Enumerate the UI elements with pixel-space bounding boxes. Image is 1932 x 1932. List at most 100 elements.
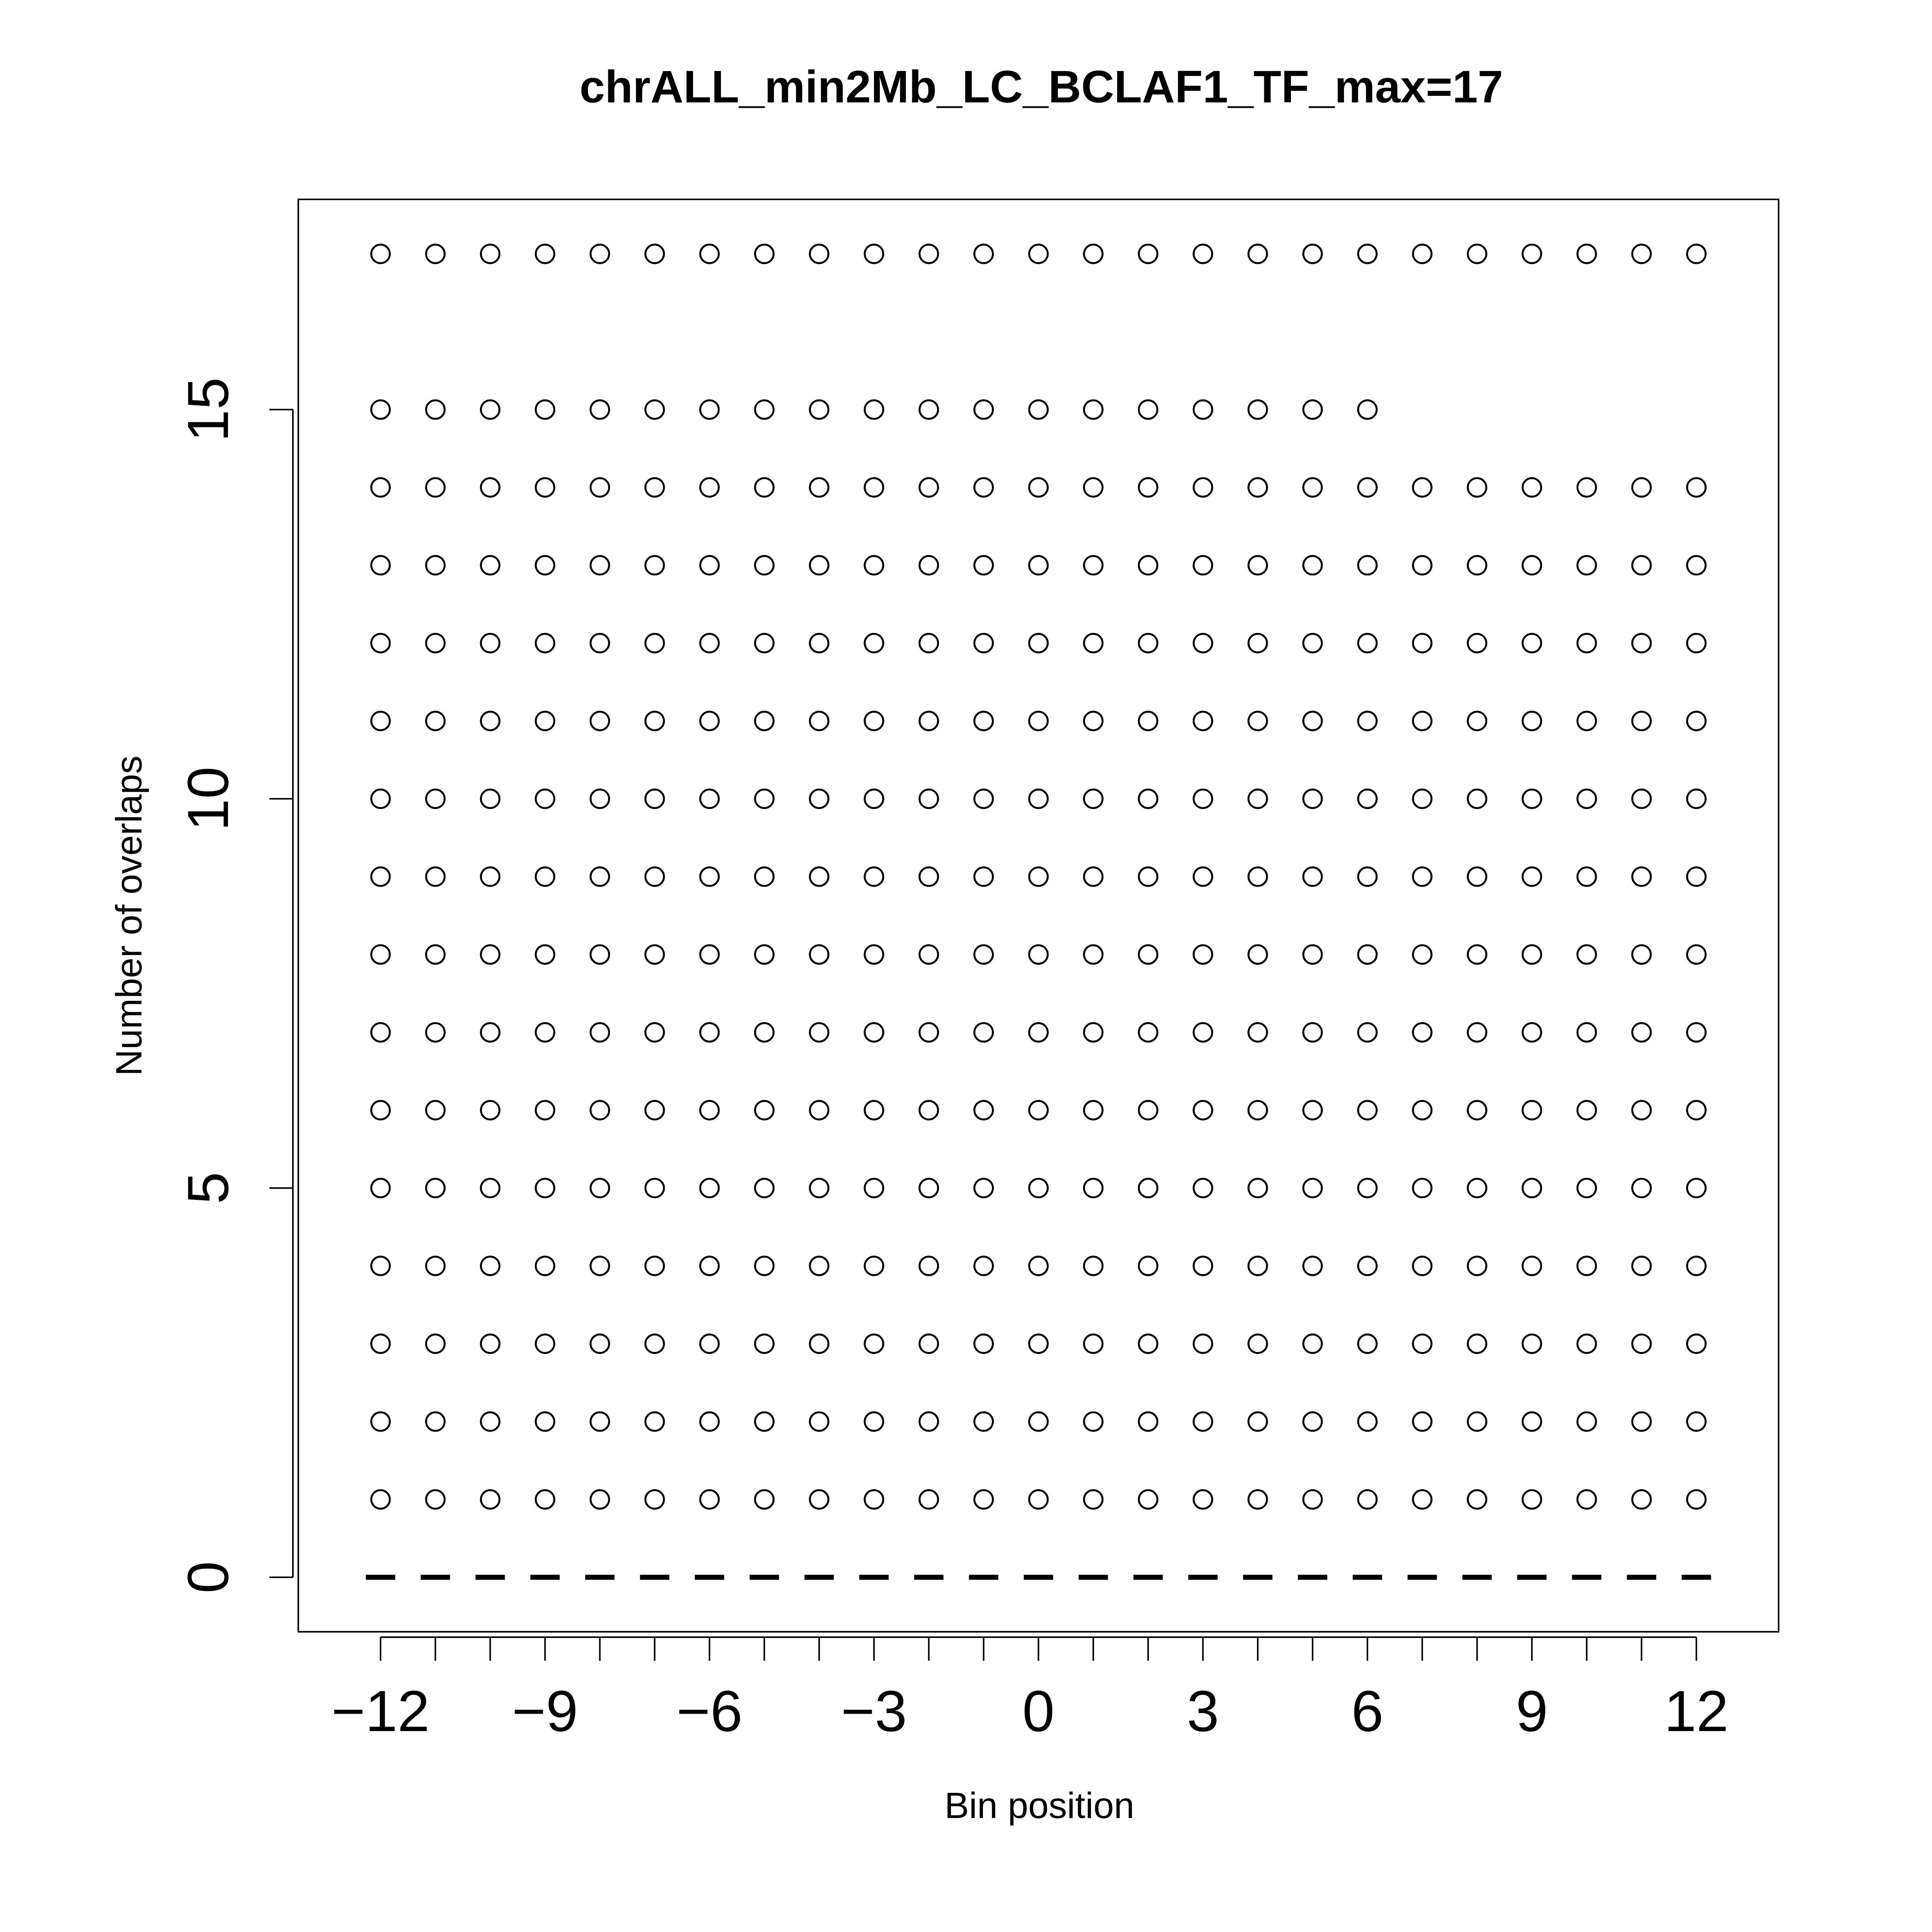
data-point	[1522, 866, 1542, 887]
data-point	[918, 555, 939, 576]
data-point	[535, 944, 555, 965]
data-point	[699, 788, 720, 809]
data-point	[535, 399, 555, 420]
data-point	[644, 555, 665, 576]
data-point	[589, 633, 610, 653]
data-point	[1686, 866, 1707, 887]
data-point	[1192, 788, 1213, 809]
data-point	[535, 243, 555, 264]
data-point	[1028, 1022, 1049, 1043]
data-point	[809, 555, 830, 576]
data-point	[480, 633, 501, 653]
data-point	[918, 1100, 939, 1121]
data-point	[1247, 944, 1268, 965]
data-point	[480, 1255, 501, 1276]
data-point	[1083, 1178, 1104, 1199]
data-point	[480, 1333, 501, 1354]
data-point	[973, 944, 994, 965]
data-point	[809, 1333, 830, 1354]
data-point	[1357, 711, 1378, 731]
data-point	[1192, 944, 1213, 965]
data-point	[918, 399, 939, 420]
data-point	[864, 1411, 884, 1432]
data-point	[1247, 1178, 1268, 1199]
data-point	[425, 243, 446, 264]
data-point	[754, 1411, 775, 1432]
data-point	[1357, 1489, 1378, 1510]
data-point	[589, 866, 610, 887]
data-point	[918, 1022, 939, 1043]
data-point	[1302, 1178, 1323, 1199]
data-point	[425, 1411, 446, 1432]
data-point	[1302, 1411, 1323, 1432]
data-point	[754, 477, 775, 498]
data-point	[1028, 243, 1049, 264]
data-point	[1192, 1489, 1213, 1510]
data-point	[809, 1489, 830, 1510]
data-point	[1247, 399, 1268, 420]
data-point	[1083, 866, 1104, 887]
data-point	[1467, 477, 1488, 498]
data-point	[1028, 1411, 1049, 1432]
data-point	[1522, 1411, 1542, 1432]
data-point	[1576, 711, 1597, 731]
data-point	[754, 633, 775, 653]
data-point	[1247, 1333, 1268, 1354]
y-tick-label: 5	[175, 1172, 240, 1204]
data-point	[535, 711, 555, 731]
data-point	[1028, 477, 1049, 498]
data-point	[1522, 1022, 1542, 1043]
x-axis: −12 −9 −6 −3 0 3 6 9 12	[332, 1636, 1729, 1743]
data-point	[1576, 1178, 1597, 1199]
data-point	[973, 1255, 994, 1276]
data-point	[1302, 633, 1323, 653]
data-point	[1412, 711, 1433, 731]
data-point	[535, 633, 555, 653]
data-point	[589, 1022, 610, 1043]
data-point	[918, 866, 939, 887]
data-point	[809, 944, 830, 965]
data-point	[973, 399, 994, 420]
data-point	[864, 477, 884, 498]
data-point	[1138, 1489, 1158, 1510]
y-tick-label: 10	[175, 767, 240, 831]
data-point	[480, 477, 501, 498]
data-point	[1576, 477, 1597, 498]
data-point	[918, 1255, 939, 1276]
data-point	[1412, 633, 1433, 653]
data-point	[1247, 1022, 1268, 1043]
y-tick-label: 15	[175, 378, 240, 442]
data-point	[1576, 1022, 1597, 1043]
data-point	[918, 711, 939, 731]
x-tick-label: −6	[677, 1679, 743, 1743]
data-point	[1192, 477, 1213, 498]
data-point	[973, 633, 994, 653]
data-point	[1247, 1255, 1268, 1276]
data-point	[1192, 1333, 1213, 1354]
data-point	[589, 788, 610, 809]
data-point	[1247, 633, 1268, 653]
data-point	[1138, 944, 1158, 965]
data-point	[973, 1100, 994, 1121]
data-point	[589, 711, 610, 731]
data-point	[1522, 711, 1542, 731]
data-point	[1686, 1255, 1707, 1276]
data-point	[864, 1100, 884, 1121]
data-point	[809, 1100, 830, 1121]
data-point	[644, 866, 665, 887]
data-point	[1412, 1022, 1433, 1043]
data-point	[589, 555, 610, 576]
data-point	[1467, 1022, 1488, 1043]
data-point	[1357, 399, 1378, 420]
data-point	[1522, 477, 1542, 498]
data-point	[1357, 1100, 1378, 1121]
data-point	[1302, 399, 1323, 420]
data-point	[644, 1489, 665, 1510]
data-point	[370, 399, 391, 420]
data-point	[1028, 1100, 1049, 1121]
data-point	[1576, 633, 1597, 653]
data-point	[644, 477, 665, 498]
data-point	[425, 1333, 446, 1354]
data-point	[1576, 866, 1597, 887]
data-point	[370, 866, 391, 887]
